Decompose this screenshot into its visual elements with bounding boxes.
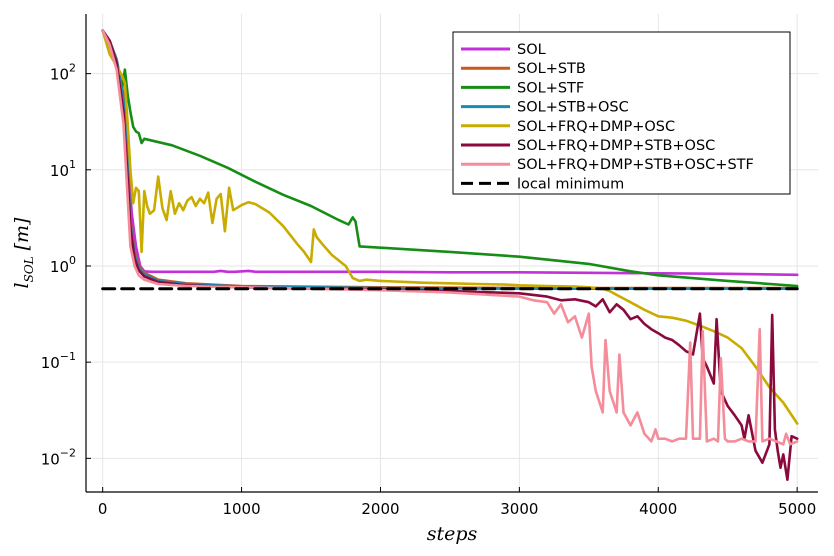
- legend-label: SOL+FRQ+DMP+STB+OSC+STF: [517, 157, 754, 173]
- y-axis-label-unit: [m]: [11, 217, 33, 250]
- y-tick-label: 102: [50, 62, 76, 84]
- series-line-sol-frq-dmp-stb-osc: [101, 29, 799, 482]
- x-ticks: 0 1000 2000 3000 4000 5000: [98, 487, 816, 518]
- legend-label: local minimum: [517, 176, 624, 192]
- y-tick-exponent: 1: [69, 158, 76, 171]
- y-tick-mantissa: 10: [50, 66, 69, 84]
- y-tick-exponent: 2: [69, 62, 76, 75]
- legend-box: [452, 31, 791, 195]
- y-tick-mantissa: 10: [50, 162, 69, 180]
- y-tick-mantissa: 10: [41, 450, 60, 468]
- legend-label: SOL+FRQ+DMP+OSC: [517, 119, 675, 135]
- y-tick-exponent: −2: [60, 446, 76, 459]
- y-tick-mantissa: 10: [50, 258, 69, 276]
- y-tick-label: 100: [50, 254, 76, 276]
- x-tick-label: 2000: [361, 500, 399, 518]
- series-line-sol-stf: [101, 29, 799, 288]
- y-tick-mantissa: 10: [41, 354, 60, 372]
- legend-label: SOL+STB: [517, 61, 586, 77]
- x-tick-label: 1000: [222, 500, 260, 518]
- y-axis-label: lSOL [m]: [11, 217, 36, 289]
- x-tick-label: 3000: [500, 500, 538, 518]
- y-axis-label-main: l: [11, 282, 33, 288]
- x-tick-label: 5000: [778, 500, 816, 518]
- y-tick-exponent: −1: [60, 350, 76, 363]
- x-tick-label: 0: [98, 500, 108, 518]
- legend-label: SOL+FRQ+DMP+STB+OSC: [517, 138, 715, 154]
- y-tick-label: 10−2: [41, 446, 76, 468]
- legend-label: SOL+STB+OSC: [517, 100, 629, 116]
- x-axis-label: steps: [427, 523, 478, 545]
- grid: [86, 14, 818, 492]
- legend-label: SOL+STF: [517, 80, 584, 96]
- axes: [85, 14, 818, 493]
- series-line-sol-frq-dmp-osc: [101, 29, 799, 425]
- series-line-sol-frq-dmp-stb-osc-stf: [101, 29, 799, 446]
- y-axis-label-sub: SOL: [22, 256, 36, 282]
- y-tick-label: 101: [50, 158, 76, 180]
- legend: SOL SOL+STB SOL+STF SOL+STB+OSC SOL+FRQ+DMP+…: [452, 31, 791, 195]
- y-tick-exponent: 0: [69, 254, 76, 267]
- series-lines: [101, 29, 799, 482]
- svg-text:lSOL[m]: lSOL [m]: [11, 217, 36, 289]
- legend-label: SOL: [517, 42, 546, 58]
- y-tick-label: 10−1: [41, 350, 76, 372]
- x-tick-label: 4000: [639, 500, 677, 518]
